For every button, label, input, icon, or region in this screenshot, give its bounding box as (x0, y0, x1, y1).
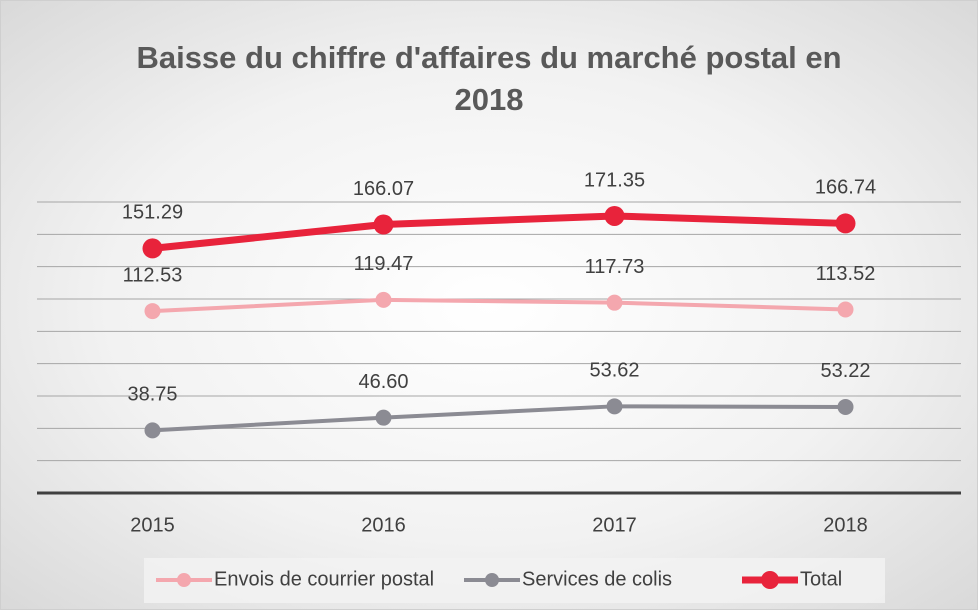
data-label: 171.35 (584, 169, 645, 191)
point (373, 214, 394, 235)
point (375, 409, 392, 426)
point (837, 398, 854, 415)
legend-label: Envois de courrier postal (214, 568, 434, 590)
data-label: 151.29 (122, 202, 183, 224)
data-label: 46.60 (358, 371, 408, 393)
point (604, 205, 625, 226)
series-line (152, 297, 846, 314)
legend-marker (177, 573, 191, 587)
legend-marker (485, 573, 499, 587)
point (142, 238, 163, 259)
data-label: 117.73 (585, 256, 645, 278)
point (606, 398, 623, 415)
series-line (152, 212, 846, 252)
data-label: 53.22 (820, 360, 870, 382)
x-tick-label: 2016 (361, 514, 406, 536)
point (837, 301, 854, 318)
data-label: 166.07 (353, 178, 414, 200)
point (144, 303, 161, 320)
data-label: 38.75 (127, 384, 177, 406)
legend-label: Total (800, 568, 842, 590)
point (606, 294, 623, 311)
series-line (152, 404, 846, 433)
data-label: 112.53 (123, 264, 183, 286)
legend-marker (761, 571, 779, 589)
point (375, 291, 392, 308)
legend-label: Services de colis (522, 568, 672, 590)
point (144, 422, 161, 439)
chart-title: Baisse du chiffre d'affaires du marché p… (136, 40, 842, 117)
data-label: 113.52 (816, 263, 876, 285)
data-label: 53.62 (589, 360, 639, 382)
data-label: 166.74 (815, 177, 876, 199)
point (835, 213, 856, 234)
x-tick-label: 2017 (592, 514, 637, 536)
x-tick-label: 2018 (823, 514, 868, 536)
x-tick-label: 2015 (130, 514, 175, 536)
data-label: 119.47 (354, 253, 414, 275)
